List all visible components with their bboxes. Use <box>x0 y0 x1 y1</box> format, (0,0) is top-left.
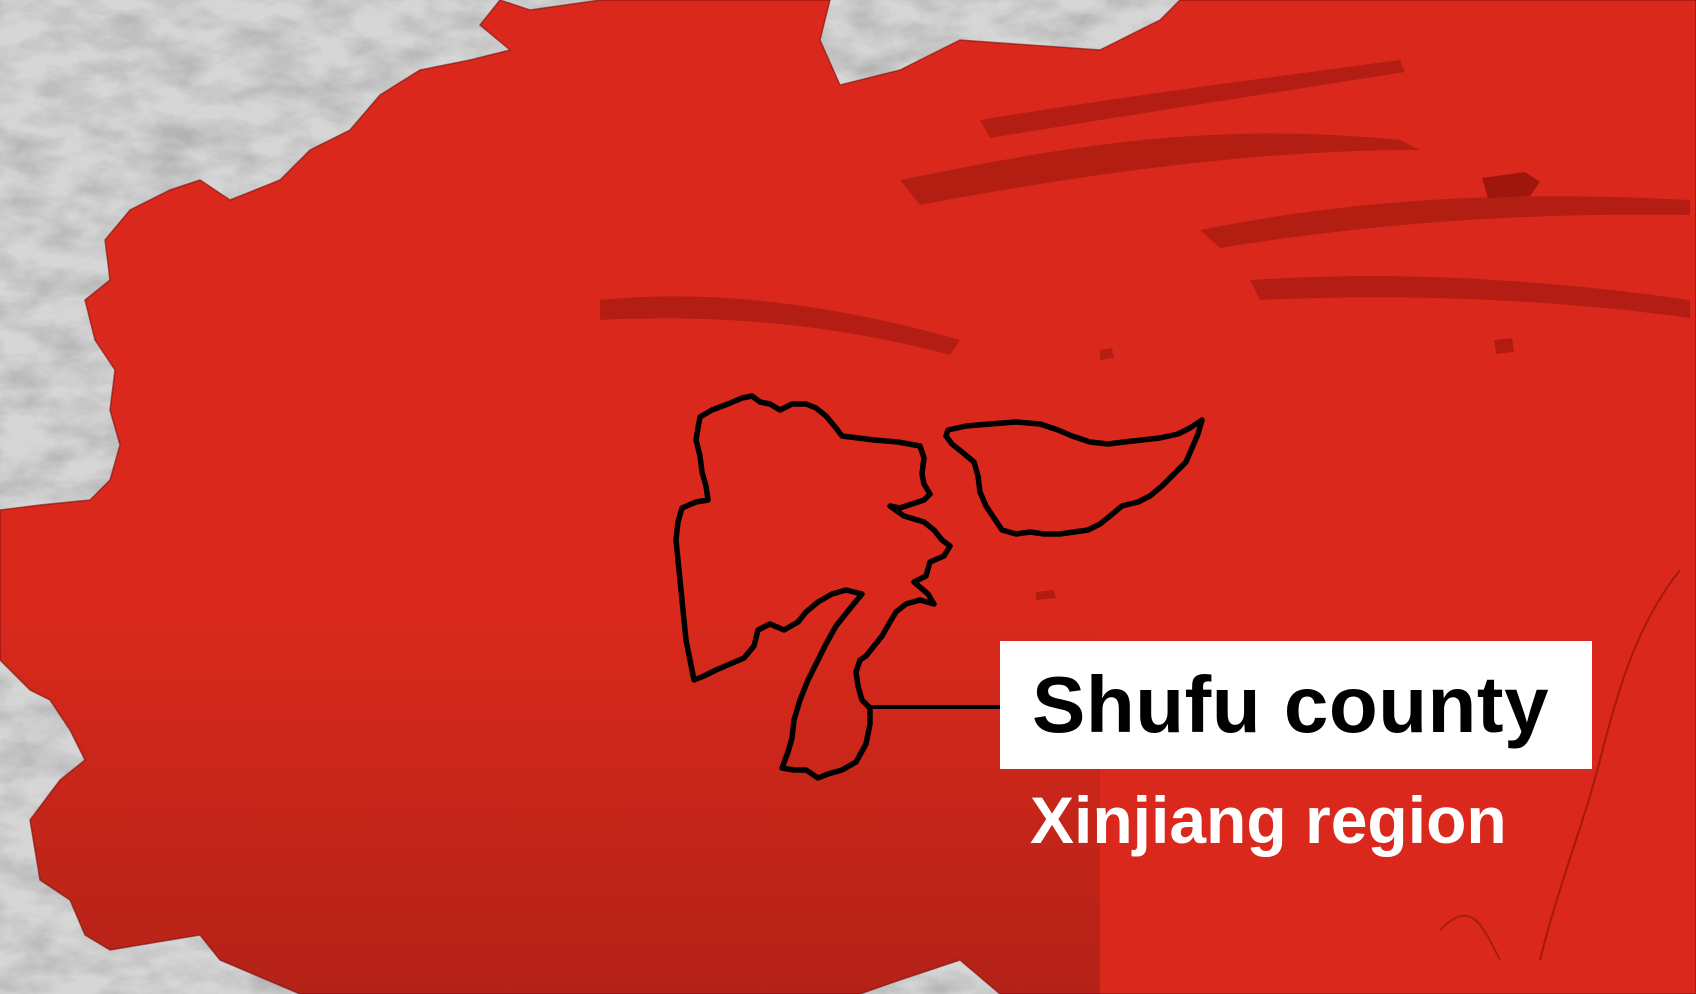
region-label: Xinjiang region <box>1030 783 1507 857</box>
county-label-box: Shufu county <box>1000 641 1592 769</box>
county-outline-icon <box>673 393 1205 781</box>
county-label: Shufu county <box>1032 660 1550 749</box>
